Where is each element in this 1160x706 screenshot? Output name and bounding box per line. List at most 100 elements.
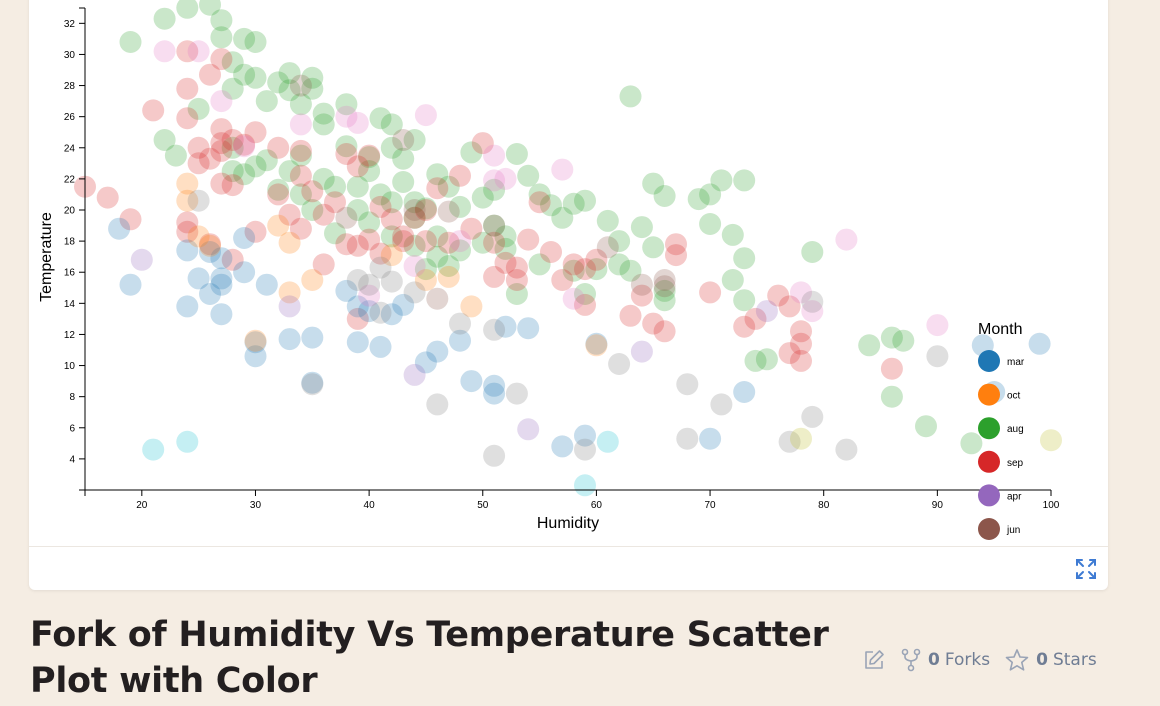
data-point-feb bbox=[505, 382, 528, 405]
data-point-feb bbox=[301, 373, 324, 396]
data-point-aug bbox=[608, 253, 631, 276]
data-point-aug bbox=[721, 269, 744, 291]
data-point-feb bbox=[835, 438, 858, 461]
data-point-aug bbox=[858, 334, 881, 357]
data-point-feb bbox=[801, 290, 824, 313]
data-point-sep bbox=[528, 191, 551, 214]
legend-swatch-aug bbox=[978, 417, 1000, 440]
data-point-jun bbox=[335, 206, 358, 229]
data-point-sep bbox=[505, 269, 528, 291]
data-point-aug bbox=[380, 136, 403, 159]
data-point-feb bbox=[187, 189, 210, 212]
data-point-jul bbox=[210, 90, 233, 113]
data-point-aug bbox=[449, 195, 471, 218]
data-point-sep bbox=[642, 312, 665, 335]
data-point-oct bbox=[437, 265, 460, 288]
data-point-sep bbox=[790, 320, 812, 343]
data-point-sep bbox=[244, 121, 267, 144]
edit-button[interactable] bbox=[862, 648, 886, 672]
data-point-oct bbox=[380, 244, 403, 267]
data-point-feb bbox=[483, 318, 506, 341]
legend-label-apr: apr bbox=[1007, 491, 1022, 502]
data-point-aug bbox=[244, 155, 267, 178]
data-point-feb bbox=[449, 312, 471, 335]
data-point-apr bbox=[517, 418, 540, 441]
data-point-sep bbox=[199, 147, 221, 170]
y-axis-label: Temperature bbox=[38, 212, 55, 302]
data-point-sep bbox=[483, 265, 506, 288]
data-point-mar bbox=[301, 371, 324, 394]
data-point-sep bbox=[221, 248, 244, 271]
stars-button[interactable]: 0 Stars bbox=[1004, 648, 1097, 672]
data-point-mar bbox=[335, 279, 358, 302]
data-point-feb bbox=[608, 353, 631, 375]
data-point-mar bbox=[358, 300, 381, 323]
x-tick-label: 100 bbox=[1043, 500, 1060, 511]
data-point-aug bbox=[915, 415, 937, 438]
data-point-sep bbox=[244, 220, 267, 243]
y-tick-label: 4 bbox=[69, 454, 75, 465]
data-point-sep bbox=[324, 191, 346, 214]
y-tick-label: 18 bbox=[64, 237, 76, 248]
data-point-aug bbox=[483, 214, 506, 237]
data-point-jan bbox=[142, 438, 165, 461]
data-point-aug bbox=[574, 283, 596, 305]
data-point-feb bbox=[483, 444, 506, 467]
expand-button[interactable] bbox=[1074, 557, 1098, 581]
data-point-mar bbox=[346, 331, 369, 354]
data-point-mar bbox=[574, 424, 596, 447]
data-point-mar bbox=[187, 267, 210, 290]
data-point-sep bbox=[562, 253, 585, 276]
data-point-sep bbox=[437, 231, 460, 254]
data-point-sep bbox=[176, 211, 199, 234]
y-tick-label: 12 bbox=[64, 330, 76, 341]
data-point-aug bbox=[267, 71, 290, 94]
legend-label-mar: mar bbox=[1007, 357, 1025, 368]
data-point-sep bbox=[142, 99, 165, 122]
data-point-sep bbox=[653, 320, 676, 343]
data-point-jul bbox=[551, 158, 574, 181]
y-tick-label: 28 bbox=[64, 81, 76, 92]
data-point-sep bbox=[414, 199, 437, 221]
data-point-jul bbox=[233, 135, 256, 158]
data-point-jul bbox=[346, 111, 369, 134]
data-point-sep bbox=[221, 174, 244, 197]
data-point-aug bbox=[312, 102, 335, 125]
data-point-aug bbox=[403, 206, 426, 229]
data-point-sep bbox=[210, 139, 233, 162]
data-point-jul bbox=[926, 314, 949, 337]
data-point-aug bbox=[221, 136, 244, 159]
data-point-sep bbox=[585, 248, 608, 271]
y-tick-label: 14 bbox=[64, 299, 76, 310]
data-point-jun bbox=[392, 129, 415, 151]
forks-button[interactable]: 0 Forks bbox=[900, 648, 990, 672]
data-point-jan bbox=[574, 474, 596, 497]
legend-swatch-jun bbox=[978, 518, 1000, 540]
y-tick-label: 6 bbox=[69, 423, 75, 434]
y-tick-label: 24 bbox=[64, 143, 76, 154]
legend-swatch-oct bbox=[978, 383, 1000, 406]
data-point-sep bbox=[460, 217, 483, 240]
legend-title: Month bbox=[978, 321, 1022, 338]
data-point-jun bbox=[483, 214, 506, 237]
data-point-mar bbox=[483, 374, 506, 397]
data-point-sep bbox=[619, 304, 642, 327]
data-point-jul bbox=[187, 40, 210, 63]
data-point-aug bbox=[596, 209, 619, 232]
data-point-sep bbox=[517, 228, 540, 251]
data-point-aug bbox=[312, 167, 335, 190]
data-point-sep bbox=[346, 307, 369, 330]
data-point-sep bbox=[176, 107, 199, 130]
data-point-mar bbox=[346, 295, 369, 318]
data-point-aug bbox=[528, 253, 551, 276]
y-tick-label: 8 bbox=[69, 392, 75, 403]
data-point-mar bbox=[199, 241, 221, 263]
data-point-mar bbox=[176, 239, 199, 262]
data-point-aug bbox=[642, 236, 665, 259]
data-point-jul bbox=[483, 169, 506, 192]
data-point-jun bbox=[653, 269, 676, 291]
data-point-jun bbox=[289, 74, 312, 97]
data-point-sep bbox=[369, 242, 392, 265]
data-point-mar bbox=[1028, 332, 1051, 355]
data-point-sep bbox=[312, 203, 335, 226]
